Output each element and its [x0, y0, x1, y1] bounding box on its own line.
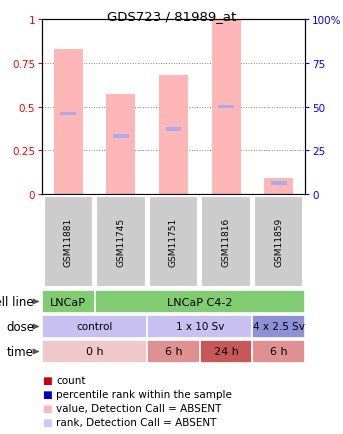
Text: ■: ■ — [42, 375, 52, 385]
Bar — [147, 315, 252, 338]
Text: cell line: cell line — [0, 295, 34, 308]
Bar — [271, 181, 287, 185]
Text: ■: ■ — [42, 417, 52, 427]
Bar — [44, 197, 93, 287]
Text: 24 h: 24 h — [214, 347, 238, 357]
Text: 0 h: 0 h — [86, 347, 103, 357]
Text: control: control — [76, 322, 113, 332]
Text: GSM11881: GSM11881 — [64, 217, 73, 266]
Bar — [95, 290, 305, 313]
Bar — [42, 290, 95, 313]
Text: rank, Detection Call = ABSENT: rank, Detection Call = ABSENT — [56, 417, 216, 427]
Text: count: count — [56, 375, 85, 385]
Bar — [42, 340, 147, 363]
Bar — [252, 315, 305, 338]
Text: 4 x 2.5 Sv: 4 x 2.5 Sv — [253, 322, 305, 332]
Text: ■: ■ — [42, 403, 52, 413]
Bar — [201, 197, 251, 287]
Bar — [96, 197, 146, 287]
Bar — [159, 76, 188, 194]
Text: percentile rank within the sample: percentile rank within the sample — [56, 389, 232, 399]
Text: GSM11859: GSM11859 — [274, 217, 283, 266]
Bar — [254, 197, 304, 287]
Bar — [200, 340, 252, 363]
Bar — [149, 197, 198, 287]
Text: GDS723 / 81989_at: GDS723 / 81989_at — [107, 10, 236, 23]
Bar — [147, 340, 200, 363]
Bar — [264, 179, 293, 194]
Bar — [166, 128, 181, 132]
Text: 6 h: 6 h — [270, 347, 287, 357]
Bar — [54, 49, 83, 194]
Text: 1 x 10 Sv: 1 x 10 Sv — [176, 322, 224, 332]
Text: time: time — [7, 345, 34, 358]
Text: dose: dose — [6, 320, 34, 333]
Bar — [42, 315, 147, 338]
Text: ■: ■ — [42, 389, 52, 399]
Text: value, Detection Call = ABSENT: value, Detection Call = ABSENT — [56, 403, 221, 413]
Text: GSM11816: GSM11816 — [222, 217, 230, 266]
Bar — [60, 112, 76, 116]
Text: LNCaP: LNCaP — [50, 297, 86, 307]
Bar — [212, 20, 240, 194]
Bar — [218, 105, 234, 109]
Text: GSM11751: GSM11751 — [169, 217, 178, 266]
Text: LNCaP C4-2: LNCaP C4-2 — [167, 297, 233, 307]
Bar — [252, 340, 305, 363]
Bar — [106, 95, 135, 194]
Text: GSM11745: GSM11745 — [116, 217, 126, 266]
Text: 6 h: 6 h — [165, 347, 182, 357]
Bar — [113, 135, 129, 139]
